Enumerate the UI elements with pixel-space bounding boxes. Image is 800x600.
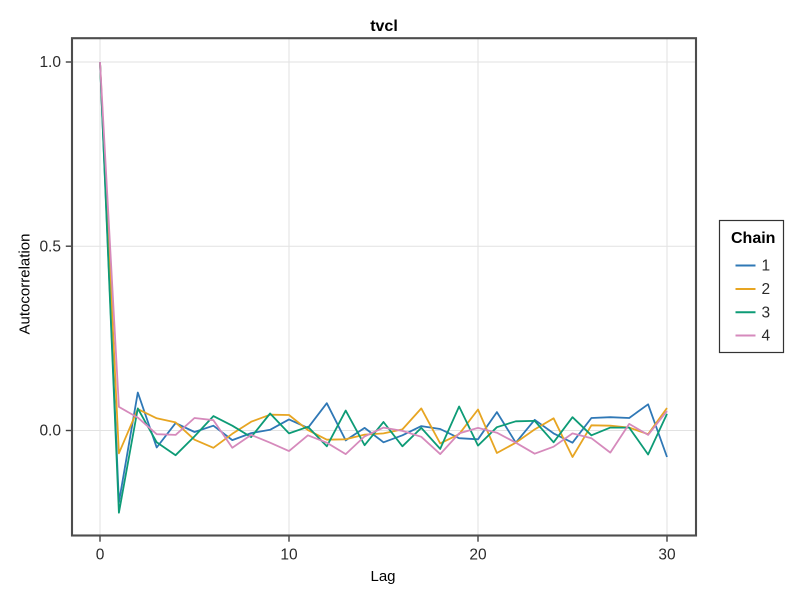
- svg-text:3: 3: [762, 305, 771, 322]
- svg-text:1.0: 1.0: [39, 54, 61, 71]
- svg-text:tvcl: tvcl: [370, 18, 398, 35]
- svg-text:10: 10: [280, 547, 298, 564]
- svg-text:30: 30: [658, 547, 676, 564]
- svg-text:Chain: Chain: [731, 230, 775, 247]
- svg-text:Autocorrelation: Autocorrelation: [17, 234, 34, 335]
- svg-text:20: 20: [469, 547, 487, 564]
- svg-text:4: 4: [762, 328, 771, 345]
- svg-text:2: 2: [762, 281, 771, 298]
- svg-text:0: 0: [96, 547, 105, 564]
- svg-text:1: 1: [762, 258, 771, 275]
- svg-text:Lag: Lag: [370, 568, 395, 585]
- svg-text:0.0: 0.0: [39, 423, 61, 440]
- svg-text:0.5: 0.5: [39, 238, 61, 255]
